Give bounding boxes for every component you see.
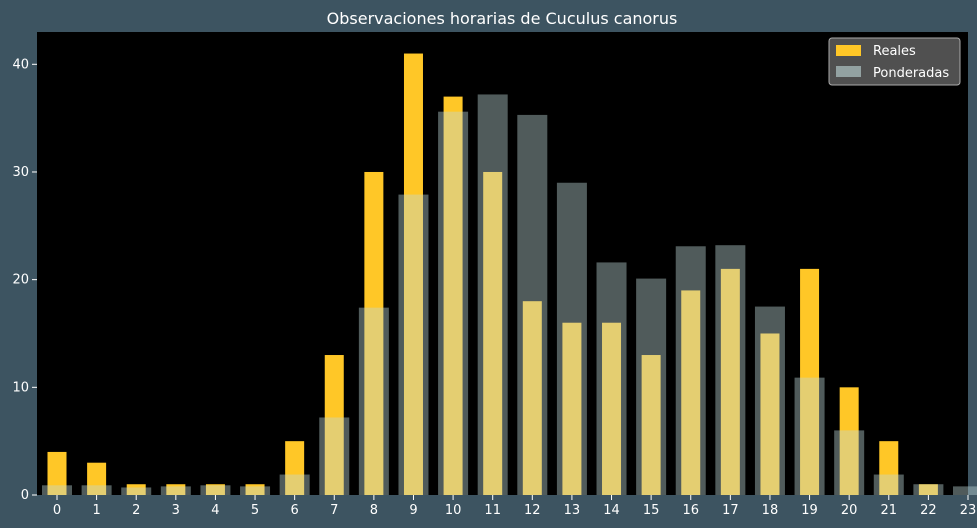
- bar-reales: [87, 462, 107, 495]
- x-tick-label: 11: [484, 503, 501, 518]
- bar-ponderadas: [42, 485, 72, 495]
- x-tick-label: 7: [330, 503, 338, 518]
- x-tick-label: 15: [643, 503, 660, 518]
- bar-reales: [205, 484, 225, 495]
- x-tick-label: 21: [881, 503, 898, 518]
- x-tick-label: 6: [291, 503, 299, 518]
- bar-ponderadas: [121, 487, 152, 495]
- bar-reales: [800, 268, 820, 495]
- x-tick-label: 14: [603, 503, 620, 518]
- bar-reales: [285, 441, 305, 495]
- bar-reales: [245, 484, 265, 495]
- bar-ponderadas: [794, 377, 825, 495]
- x-tick-label: 20: [841, 503, 858, 518]
- bar-ponderadas: [754, 306, 785, 495]
- bar-reales: [839, 387, 859, 495]
- bar-ponderadas: [81, 485, 112, 495]
- x-tick-label: 16: [682, 503, 699, 518]
- x-tick-label: 22: [920, 503, 937, 518]
- x-tick-label: 5: [251, 503, 259, 518]
- bar-reales: [879, 441, 899, 495]
- x-tick-label: 18: [762, 503, 779, 518]
- bar-reales: [522, 301, 542, 495]
- x-tick-label: 12: [524, 503, 541, 518]
- x-tick-label: 9: [409, 503, 417, 518]
- bar-ponderadas: [319, 417, 350, 495]
- x-tick-label: 19: [801, 503, 818, 518]
- bar-reales: [443, 96, 463, 496]
- legend-label-ponderadas: Ponderadas: [873, 66, 949, 81]
- bar-reales: [720, 268, 740, 495]
- x-tick-label: 0: [53, 503, 61, 518]
- y-tick-label: 0: [21, 488, 29, 503]
- bar-ponderadas: [596, 262, 627, 495]
- bar-reales: [324, 355, 344, 495]
- bar-ponderadas: [517, 114, 548, 495]
- x-tick-label: 3: [172, 503, 180, 518]
- x-tick-label: 8: [370, 503, 378, 518]
- legend-swatch-ponderadas: [836, 66, 861, 77]
- bar-reales: [681, 290, 701, 495]
- x-tick-label: 13: [564, 503, 581, 518]
- y-tick-label: 10: [12, 380, 29, 395]
- x-tick-label: 1: [92, 503, 100, 518]
- x-tick-label: 10: [445, 503, 462, 518]
- bar-ponderadas: [160, 486, 191, 495]
- bar-reales: [918, 484, 938, 495]
- bar-ponderadas: [715, 245, 746, 495]
- series-reales: [47, 53, 938, 496]
- bar-reales: [47, 451, 67, 495]
- bar-ponderadas: [200, 485, 231, 495]
- bar-reales: [403, 53, 423, 496]
- y-tick-label: 20: [12, 273, 29, 288]
- bar-ponderadas: [438, 111, 469, 495]
- bar-reales: [602, 322, 622, 495]
- bar-reales: [364, 171, 384, 495]
- legend: Reales Ponderadas: [828, 37, 961, 86]
- bar-ponderadas: [873, 474, 904, 495]
- bar-ponderadas: [556, 182, 587, 495]
- x-tick-label: 4: [211, 503, 219, 518]
- bar-ponderadas: [398, 194, 429, 495]
- legend-swatch-reales: [836, 45, 861, 56]
- y-tick-label: 30: [12, 165, 29, 180]
- y-tick-label: 40: [12, 57, 29, 72]
- bar-reales: [562, 322, 582, 495]
- bar-reales: [641, 355, 661, 495]
- bar-ponderadas: [953, 486, 977, 495]
- x-axis: 0 1 2 3 4 5 6 7 8 9 10 11 12 13 14 15 16 17 18 19 20 21 22 23: [53, 495, 976, 518]
- bar-ponderadas: [358, 307, 389, 495]
- legend-box: [828, 37, 961, 86]
- bar-reales: [760, 333, 780, 495]
- bar-ponderadas: [279, 474, 310, 495]
- y-axis: 0 10 20 30 40: [12, 57, 37, 503]
- bar-ponderadas: [834, 430, 865, 495]
- bar-reales: [166, 484, 186, 495]
- chart-title: Observaciones horarias de Cuculus canoru…: [327, 9, 678, 28]
- legend-label-reales: Reales: [873, 44, 916, 59]
- bar-ponderadas: [477, 94, 508, 495]
- x-tick-label: 17: [722, 503, 739, 518]
- bar-ponderadas: [675, 246, 706, 495]
- x-tick-label: 23: [960, 503, 977, 518]
- bar-reales: [126, 484, 146, 495]
- x-tick-label: 2: [132, 503, 140, 518]
- series-ponderadas: [42, 94, 977, 495]
- bar-ponderadas: [913, 484, 944, 495]
- bar-reales: [483, 171, 503, 495]
- bar-ponderadas: [636, 278, 667, 495]
- bar-ponderadas: [240, 486, 271, 495]
